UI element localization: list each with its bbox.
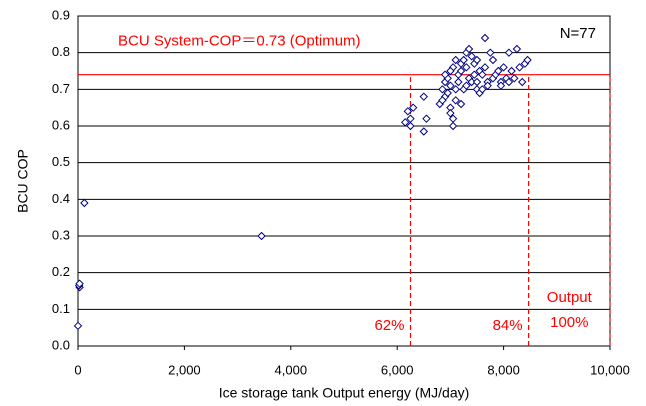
data-point [422, 114, 431, 123]
data-point [483, 81, 492, 90]
data-point [419, 127, 429, 136]
data-point [510, 74, 519, 83]
annotation: 84% [493, 317, 523, 334]
data-point [451, 96, 460, 105]
plot-frame [77, 15, 611, 347]
data-point [478, 70, 487, 79]
data-point [438, 96, 447, 105]
data-point [408, 103, 418, 112]
annotation: BCU System-COP＝0.73 (Optimum) [118, 33, 361, 50]
data-point [470, 70, 479, 79]
annotation: 62% [374, 317, 404, 334]
y-tick-label: 0.5 [52, 154, 70, 169]
x-tick-label: 2,000 [168, 362, 201, 377]
y-axis-label: BCU COP [15, 149, 31, 213]
data-point [504, 48, 514, 57]
data-point [406, 121, 415, 131]
x-tick-label: 0 [74, 362, 81, 377]
annotation: 100% [550, 314, 588, 331]
y-tick-label: 0.4 [52, 191, 70, 206]
data-point [499, 63, 508, 72]
x-tick-label: 4,000 [275, 362, 308, 377]
y-tick-label: 0.9 [52, 7, 70, 22]
data-point [406, 114, 415, 123]
data-point [512, 44, 522, 54]
data-point [523, 55, 532, 65]
data-point [456, 99, 466, 109]
data-point [75, 279, 84, 288]
data-point [462, 63, 471, 72]
data-point [440, 70, 450, 79]
data-point [419, 92, 429, 101]
data-point [467, 52, 476, 61]
y-tick-label: 0.0 [52, 337, 70, 352]
data-point [478, 85, 487, 94]
data-point [456, 66, 466, 76]
data-point [486, 48, 495, 57]
data-point [451, 85, 460, 94]
data-point [480, 63, 490, 72]
data-point [472, 77, 482, 87]
data-point [443, 88, 452, 98]
x-tick-label: 6,000 [381, 362, 414, 377]
data-point [400, 118, 410, 127]
data-point [438, 85, 447, 94]
x-tick-label: 8,000 [487, 362, 520, 377]
y-tick-label: 0.8 [52, 44, 70, 59]
data-point [494, 66, 503, 76]
x-axis-label: Ice storage tank Output energy (MJ/day) [219, 385, 470, 401]
data-point [496, 81, 506, 90]
data-point [480, 33, 490, 43]
data-point [403, 107, 413, 116]
data-point [464, 44, 474, 54]
data-point [73, 321, 83, 331]
data-point [488, 55, 498, 65]
data-point [446, 81, 455, 90]
y-tick-label: 0.7 [52, 81, 70, 96]
data-point [515, 63, 524, 72]
data-point [462, 81, 471, 90]
data-point [446, 66, 455, 76]
data-point [459, 55, 468, 65]
y-tick-label: 0.2 [52, 264, 70, 279]
data-point [448, 114, 458, 123]
data-point [454, 77, 463, 87]
annotation: Output [547, 289, 593, 306]
y-tick-label: 0.1 [52, 301, 70, 316]
y-tick-label: 0.3 [52, 227, 70, 242]
annotation: N=77 [560, 25, 596, 42]
data-point [448, 121, 458, 131]
data-point [507, 66, 516, 76]
data-point [472, 55, 482, 65]
data-point [257, 231, 266, 241]
data-point [80, 198, 89, 208]
y-tick-label: 0.6 [52, 117, 70, 132]
data-point [504, 77, 514, 87]
data-point [451, 55, 460, 65]
data-point [518, 77, 527, 87]
x-tick-label: 10,000 [590, 362, 630, 377]
data-point [446, 108, 455, 118]
